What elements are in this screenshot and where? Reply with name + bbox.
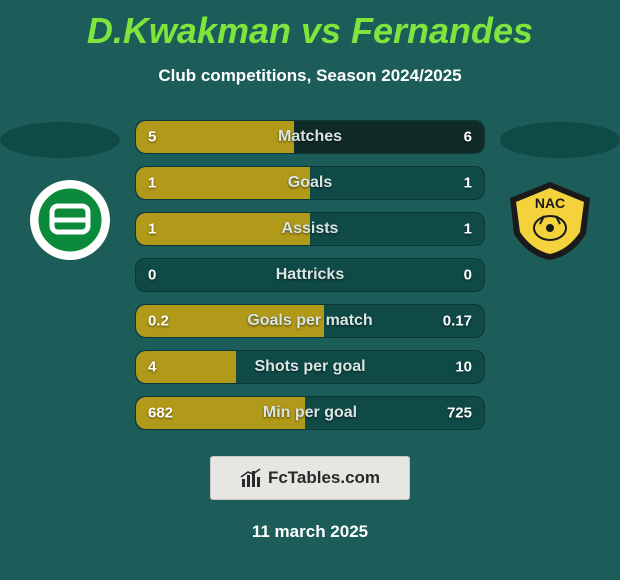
bar-label: Assists xyxy=(282,220,339,238)
bar-value-left: 1 xyxy=(148,175,156,192)
bar-label: Matches xyxy=(278,128,342,146)
team-badge-right: NAC xyxy=(500,178,600,262)
bar-label: Goals xyxy=(288,174,332,192)
fc-groningen-badge-icon xyxy=(20,178,120,262)
bar-value-right: 725 xyxy=(447,405,472,422)
stat-bar-row: 4 10 Shots per goal xyxy=(135,350,485,384)
team-badge-left xyxy=(20,178,120,262)
stat-bar-row: 1 1 Goals xyxy=(135,166,485,200)
bar-value-right: 1 xyxy=(464,221,472,238)
nac-breda-badge-icon: NAC xyxy=(500,178,600,262)
nac-text: NAC xyxy=(535,195,565,211)
bar-value-left: 4 xyxy=(148,359,156,376)
bar-value-left: 1 xyxy=(148,221,156,238)
bar-label: Goals per match xyxy=(247,312,372,330)
subtitle: Club competitions, Season 2024/2025 xyxy=(158,66,461,86)
bar-fill-left xyxy=(136,121,294,153)
bar-label: Hattricks xyxy=(276,266,344,284)
bar-fill-left xyxy=(136,167,310,199)
bar-value-left: 0.2 xyxy=(148,313,169,330)
comparison-card: D.Kwakman vs Fernandes Club competitions… xyxy=(0,0,620,580)
bar-label: Shots per goal xyxy=(254,358,365,376)
bar-value-right: 1 xyxy=(464,175,472,192)
left-shadow-ellipse xyxy=(0,122,120,158)
bar-chart-icon xyxy=(240,467,262,489)
bar-value-right: 0.17 xyxy=(443,313,472,330)
date-label: 11 march 2025 xyxy=(252,522,368,542)
stat-bar-row: 0 0 Hattricks xyxy=(135,258,485,292)
right-shadow-ellipse xyxy=(500,122,620,158)
stat-bar-row: 5 6 Matches xyxy=(135,120,485,154)
bar-value-left: 682 xyxy=(148,405,173,422)
bar-label: Min per goal xyxy=(263,404,357,422)
bar-value-left: 5 xyxy=(148,129,156,146)
bar-value-right: 10 xyxy=(455,359,472,376)
stat-bar-row: 682 725 Min per goal xyxy=(135,396,485,430)
bar-value-left: 0 xyxy=(148,267,156,284)
stat-bar-row: 0.2 0.17 Goals per match xyxy=(135,304,485,338)
brand-box: FcTables.com xyxy=(210,456,410,500)
stat-bar-row: 1 1 Assists xyxy=(135,212,485,246)
stat-bars: 56Matches11Goals11Assists00Hattricks0.20… xyxy=(135,120,485,430)
brand-label: FcTables.com xyxy=(268,468,380,488)
bar-value-right: 6 xyxy=(464,129,472,146)
page-title: D.Kwakman vs Fernandes xyxy=(87,10,533,52)
bar-value-right: 0 xyxy=(464,267,472,284)
